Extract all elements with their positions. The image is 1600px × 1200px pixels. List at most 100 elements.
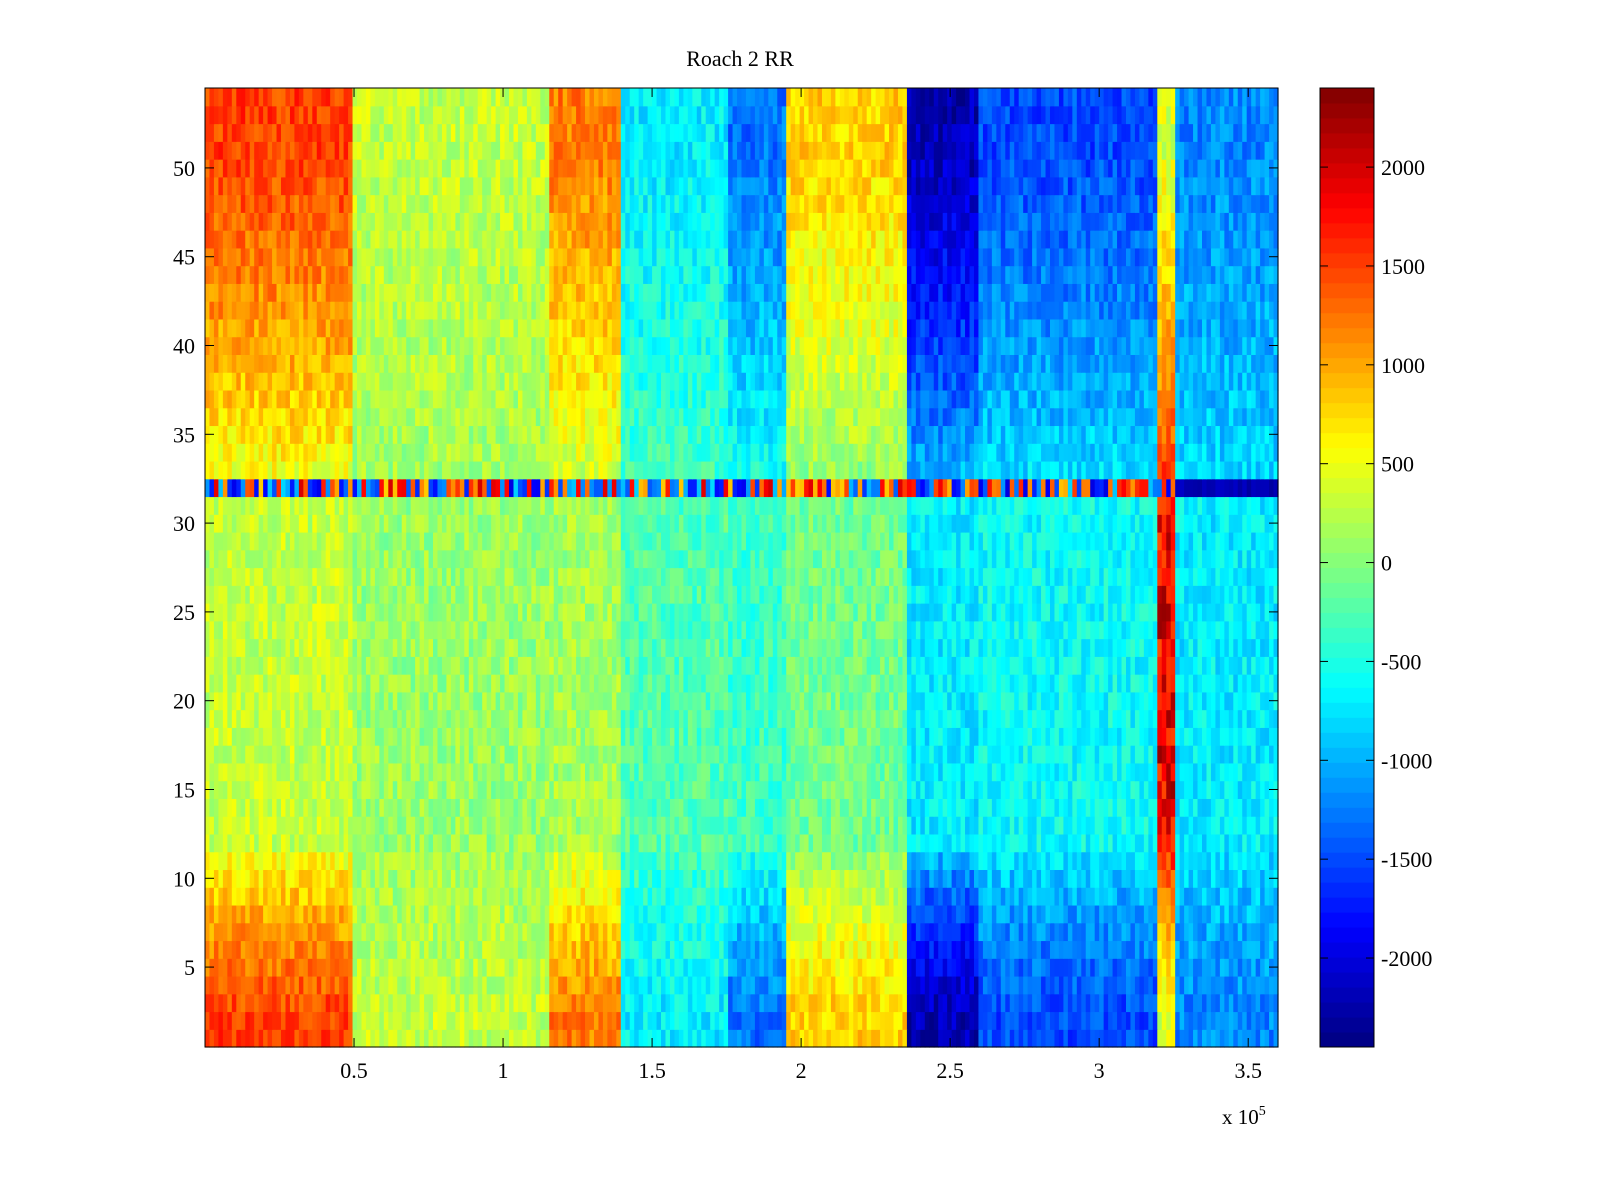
heatmap-cell: [1094, 1029, 1100, 1048]
heatmap-cell: [1049, 922, 1056, 942]
heatmap-cell: [969, 904, 975, 924]
heatmap-cell: [1125, 940, 1132, 959]
heatmap-cell: [973, 798, 980, 817]
heatmap-cell: [1103, 958, 1109, 977]
heatmap-cell: [281, 958, 287, 977]
heatmap-cell: [388, 745, 394, 764]
heatmap-cell: [1036, 940, 1042, 959]
heatmap-cell: [723, 1029, 729, 1048]
heatmap-cell: [683, 798, 689, 817]
heatmap-cell: [549, 1029, 555, 1048]
heatmap-cell: [643, 745, 649, 764]
heatmap-cell: [392, 833, 398, 853]
heatmap-cell: [1027, 940, 1033, 959]
heatmap-cell: [441, 816, 448, 835]
heatmap-cell: [1023, 798, 1029, 817]
heatmap-cell: [549, 869, 555, 888]
heatmap-cell: [1023, 922, 1029, 942]
heatmap-cell: [517, 798, 524, 817]
heatmap-cell: [786, 851, 792, 871]
heatmap-cell: [1224, 887, 1230, 906]
heatmap-cell: [920, 869, 926, 888]
heatmap-cell: [759, 780, 765, 799]
heatmap-cell: [562, 780, 568, 799]
heatmap-cell: [392, 975, 398, 995]
heatmap-cell: [1175, 1029, 1181, 1048]
heatmap-cell: [1228, 762, 1234, 782]
heatmap-cell: [419, 727, 425, 746]
heatmap-cell: [258, 922, 264, 942]
heatmap-cell: [513, 922, 519, 942]
heatmap-cell: [889, 869, 895, 888]
heatmap-cell: [839, 1029, 845, 1048]
heatmap-cell: [795, 904, 801, 924]
heatmap-cell: [804, 798, 810, 817]
heatmap-cell: [1076, 904, 1082, 924]
heatmap-cell: [1175, 940, 1181, 959]
heatmap-cell: [674, 798, 680, 817]
heatmap-cell: [464, 887, 470, 906]
heatmap-cell: [598, 958, 604, 977]
heatmap-cell: [343, 798, 349, 817]
heatmap-cell: [710, 869, 716, 888]
heatmap-cell: [495, 1029, 501, 1048]
heatmap-cell: [853, 975, 859, 995]
heatmap-cell: [897, 1029, 904, 1048]
heatmap-cell: [1215, 940, 1221, 959]
heatmap-cell: [276, 727, 282, 746]
heatmap-cell: [714, 816, 720, 835]
heatmap-cell: [902, 762, 908, 782]
heatmap-cell: [1121, 762, 1127, 782]
heatmap-cell: [643, 869, 649, 888]
heatmap-cell: [1202, 904, 1208, 924]
heatmap-cell: [790, 674, 796, 693]
heatmap-cell: [875, 993, 881, 1013]
heatmap-cell: [920, 904, 926, 924]
heatmap-cell: [848, 993, 854, 1013]
heatmap-cell: [857, 816, 863, 835]
heatmap-cell: [1027, 851, 1033, 871]
heatmap-cell: [696, 975, 702, 995]
heatmap-cell: [1206, 993, 1212, 1013]
heatmap-cell: [433, 887, 439, 906]
heatmap-cell: [1206, 762, 1212, 782]
heatmap-cell: [754, 674, 760, 693]
heatmap-cell: [558, 745, 564, 764]
heatmap-cell: [942, 975, 948, 995]
heatmap-cell: [307, 993, 313, 1013]
heatmap-cell: [1094, 904, 1100, 924]
heatmap-cell: [504, 833, 510, 853]
heatmap-cell: [593, 975, 600, 995]
heatmap-cell: [947, 993, 953, 1013]
heatmap-cell: [307, 709, 313, 728]
heatmap-cell: [911, 940, 917, 959]
heatmap-cell: [580, 940, 586, 959]
heatmap-cell: [1049, 975, 1056, 995]
heatmap-cell: [1170, 922, 1176, 942]
heatmap-cell: [562, 904, 568, 924]
heatmap-cell: [1179, 798, 1185, 817]
heatmap-cell: [830, 993, 836, 1013]
heatmap-cell: [263, 993, 269, 1013]
heatmap-cell: [1058, 745, 1064, 764]
heatmap-cell: [683, 780, 689, 799]
heatmap-cell: [388, 993, 394, 1013]
heatmap-cell: [911, 798, 917, 817]
heatmap-cell: [428, 975, 434, 995]
heatmap-cell: [1081, 709, 1087, 728]
heatmap-cell: [379, 727, 385, 746]
heatmap-cell: [1081, 904, 1087, 924]
heatmap-cell: [383, 691, 389, 711]
heatmap-cell: [804, 993, 810, 1013]
heatmap-cell: [781, 851, 787, 871]
heatmap-cell: [424, 691, 430, 711]
heatmap-cell: [1121, 975, 1127, 995]
heatmap-cell: [593, 993, 600, 1013]
heatmap-cell: [213, 993, 220, 1013]
heatmap-cell: [281, 798, 287, 817]
heatmap-cell: [1103, 993, 1109, 1013]
heatmap-cell: [862, 922, 868, 942]
heatmap-cell: [763, 745, 769, 764]
heatmap-cell: [419, 993, 425, 1013]
heatmap-cell: [978, 940, 984, 959]
